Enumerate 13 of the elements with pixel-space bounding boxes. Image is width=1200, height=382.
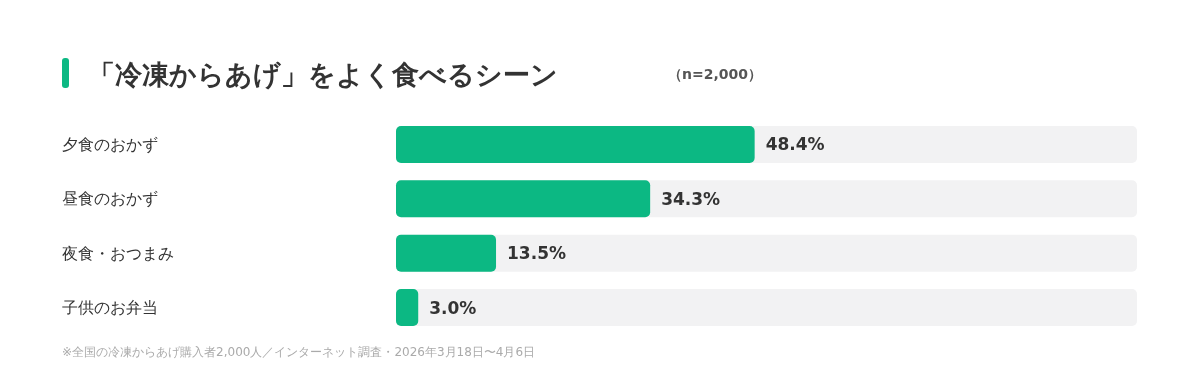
text: ※全国の冷凍からあげ購入者2,000人／インターネット調査・2026年3月18日〜4月6日 bbox=[62, 345, 536, 359]
data-label: 3.0% bbox=[429, 297, 477, 318]
bar bbox=[396, 289, 419, 326]
y-tick-label: 子供のお弁当 bbox=[62, 298, 158, 318]
y-tick-label: 夜食・おつまみ bbox=[62, 243, 174, 263]
chart-title: 「冷凍からあげ」をよく食べるシーン bbox=[88, 58, 558, 90]
y-tick-label: 夕食のおかず bbox=[62, 134, 158, 154]
bar bbox=[396, 234, 497, 272]
y-tick-label: 昼食のおかず bbox=[62, 189, 158, 209]
data-label: 13.5% bbox=[507, 243, 567, 264]
data-label: 48.4% bbox=[765, 134, 825, 155]
chart-subtitle: （n=2,000） bbox=[668, 66, 762, 82]
data-label: 34.3% bbox=[661, 188, 721, 209]
